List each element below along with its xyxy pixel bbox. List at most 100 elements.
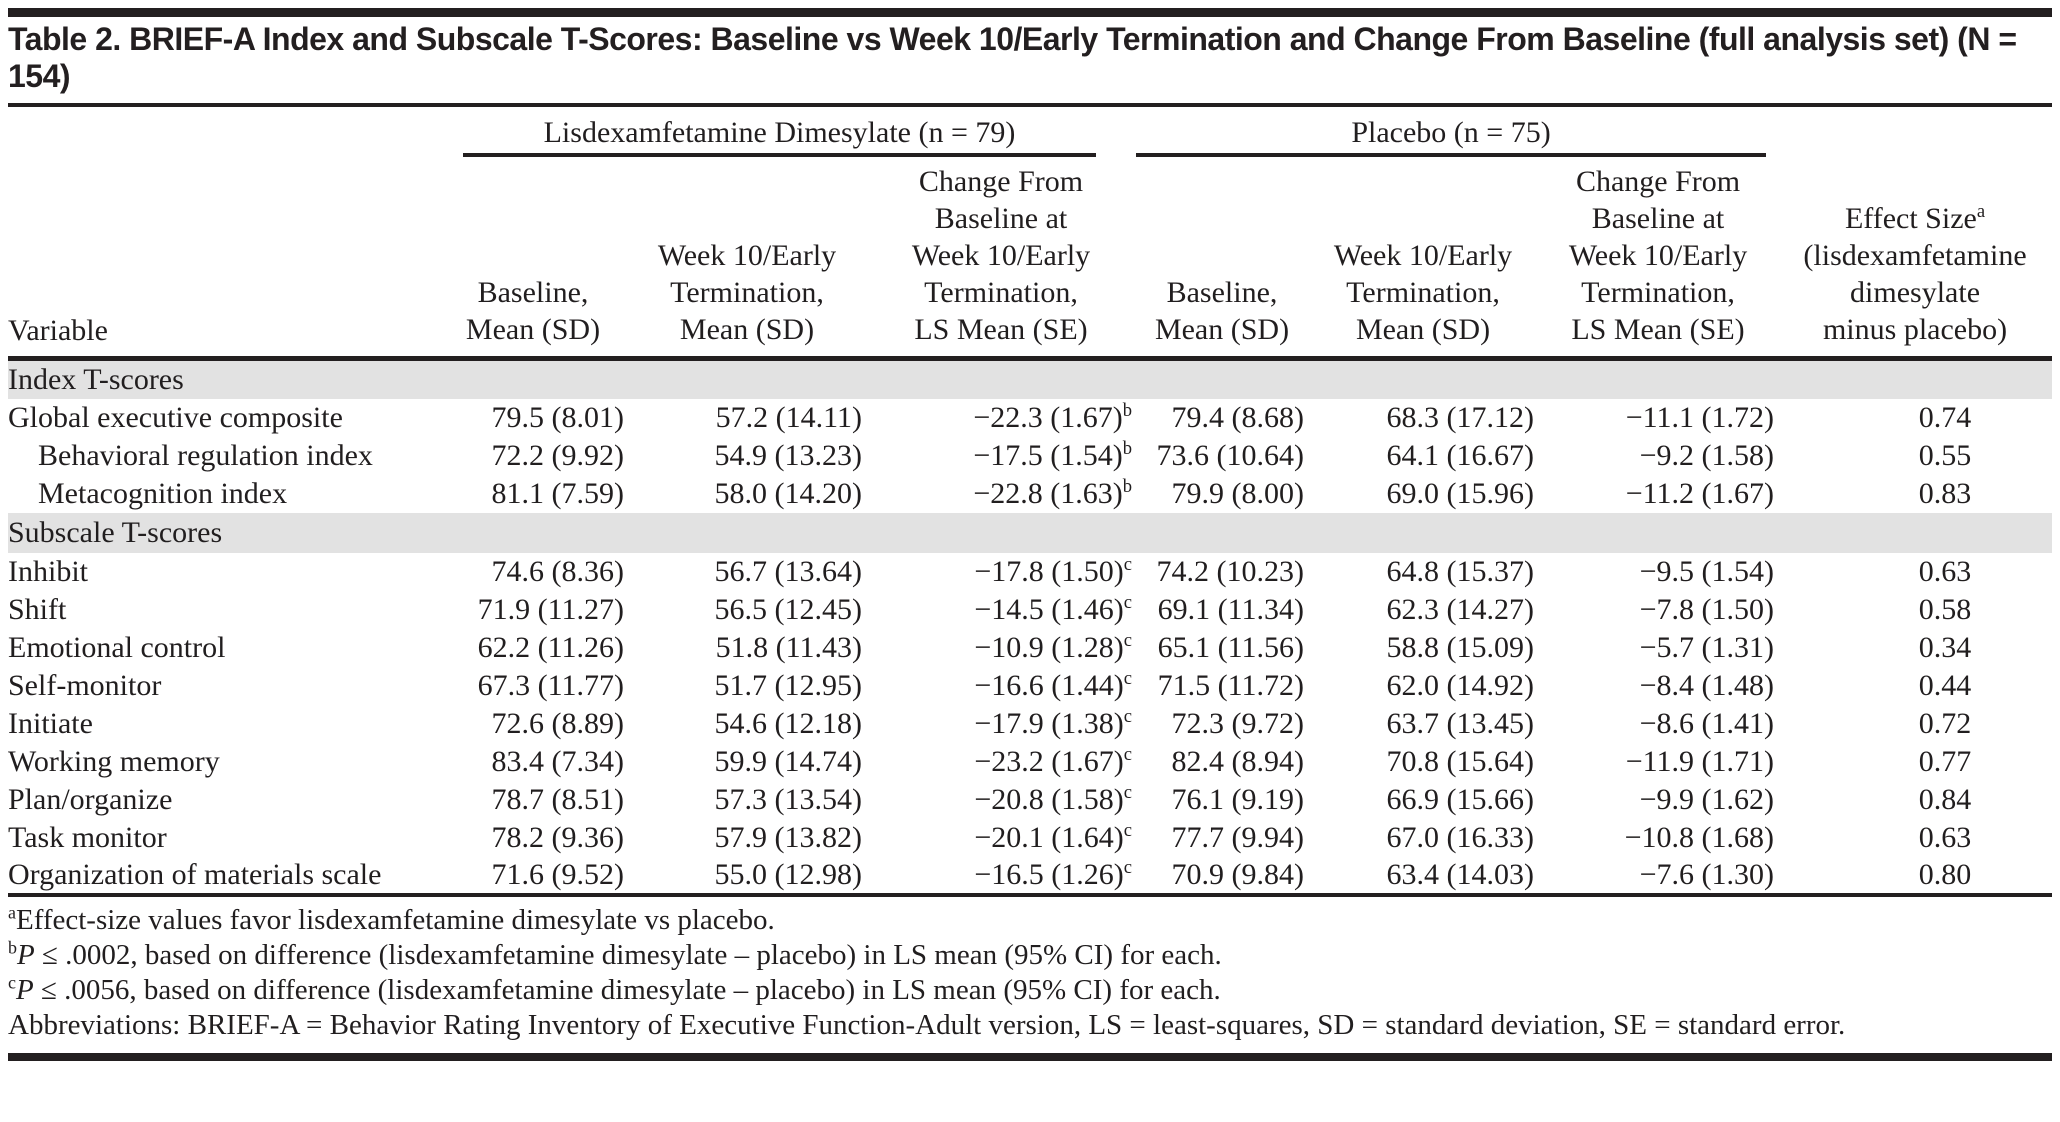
footnote-a-marker: a (1976, 201, 1986, 223)
table-row: Inhibit 74.6 (8.36) 56.7 (13.64) −17.8 (… (8, 553, 2052, 591)
footnote-marker: c (1123, 592, 1133, 614)
table-row: Task monitor 78.2 (9.36) 57.9 (13.82) −2… (8, 819, 2052, 857)
placebo-week10-cell: 63.7 (13.45) (1386, 707, 1535, 741)
placebo-baseline-cell: 69.1 (11.34) (1157, 593, 1305, 627)
ldx-baseline-column-header: Baseline, Mean (SD) (438, 157, 628, 362)
effect-size-cell: 0.44 (1918, 669, 1972, 703)
ldx-change-cell: −16.6 (1.44)c (974, 668, 1133, 703)
ldx-baseline-cell: 71.6 (9.52) (438, 857, 628, 898)
section-header-row: Subscale T-scores (8, 513, 2053, 554)
effect-size-cell: 0.72 (1918, 707, 1972, 741)
variable-cell: Self-monitor (8, 669, 162, 703)
variable-cell: Task monitor (8, 821, 167, 855)
ldx-baseline-cell: 72.2 (9.92) (491, 439, 624, 473)
variable-cell: Plan/organize (8, 783, 173, 817)
ldx-week10-cell: 57.3 (13.54) (714, 783, 862, 817)
lisdexamfetamine-group-label: Lisdexamfetamine Dimesylate (n = 79) (463, 111, 1097, 158)
top-rule (8, 8, 2052, 17)
footnote-marker: c (1123, 744, 1133, 766)
effect-size-cell: 0.63 (1918, 821, 1972, 855)
ldx-week10-cell: 57.9 (13.82) (714, 821, 862, 855)
ldx-change-cell: −16.5 (1.26)c (866, 857, 1137, 898)
placebo-baseline-cell: 79.4 (8.68) (1171, 401, 1305, 435)
variable-column-header: Variable (8, 157, 438, 362)
placebo-change-cell: −7.8 (1.50) (1639, 593, 1775, 627)
placebo-week10-cell: 63.4 (14.03) (1308, 857, 1539, 898)
placebo-change-cell: −8.6 (1.41) (1639, 707, 1775, 741)
variable-cell: Initiate (8, 707, 93, 741)
ldx-change-cell: −17.5 (1.54)b (973, 438, 1133, 473)
placebo-baseline-cell: 70.9 (9.84) (1136, 857, 1309, 898)
variable-cell: Shift (8, 593, 67, 627)
p-value-symbol: P (16, 939, 35, 972)
footnote-marker: b (1122, 476, 1133, 498)
variable-cell: Metacognition index (38, 477, 288, 511)
ldx-week10-column-header: Week 10/Early Termination, Mean (SD) (628, 157, 866, 362)
footnote-marker: c (1123, 782, 1133, 804)
effect-size-cell: 0.84 (1918, 783, 1972, 817)
effect-size-cell: 0.34 (1918, 631, 1972, 665)
variable-cell: Emotional control (8, 631, 226, 665)
placebo-change-cell: −5.7 (1.31) (1639, 631, 1775, 665)
table-row: Shift 71.9 (11.27) 56.5 (12.45) −14.5 (1… (8, 591, 2052, 629)
placebo-week10-cell: 66.9 (15.66) (1386, 783, 1535, 817)
placebo-week10-cell: 64.8 (15.37) (1386, 555, 1535, 589)
p-value-symbol: P (15, 974, 34, 1007)
placebo-change-cell: −10.8 (1.68) (1624, 821, 1775, 855)
ldx-baseline-cell: 67.3 (11.77) (477, 669, 624, 703)
variable-cell: Global executive composite (8, 401, 343, 435)
ldx-week10-cell: 54.6 (12.18) (714, 707, 862, 741)
ldx-week10-cell: 59.9 (14.74) (714, 745, 862, 779)
effect-size-cell: 0.83 (1918, 477, 1972, 511)
ldx-week10-cell: 56.5 (12.45) (714, 593, 862, 627)
variable-cell: Organization of materials scale (8, 857, 438, 898)
placebo-change-cell: −11.9 (1.71) (1625, 745, 1775, 779)
variable-cell: Inhibit (8, 555, 88, 589)
table-row: Metacognition index 81.1 (7.59) 58.0 (14… (8, 475, 2052, 513)
bottom-rule (8, 1053, 2052, 1062)
ldx-week10-cell: 57.2 (14.11) (715, 401, 862, 435)
table-row: Working memory 83.4 (7.34) 59.9 (14.74) … (8, 743, 2052, 781)
effect-size-cell: 0.77 (1918, 745, 1972, 779)
placebo-week10-cell: 58.8 (15.09) (1386, 631, 1535, 665)
effect-size-cell: 0.58 (1918, 593, 1972, 627)
ldx-change-cell: −20.1 (1.64)c (974, 820, 1133, 855)
placebo-change-cell: −11.1 (1.72) (1625, 401, 1775, 435)
placebo-change-cell: −7.6 (1.30) (1538, 857, 1779, 898)
footnote-marker: c (8, 972, 16, 993)
effect-size-header-label: Effect Size (1844, 202, 1977, 236)
placebo-baseline-cell: 79.9 (8.00) (1171, 477, 1305, 511)
ldx-baseline-cell: 74.6 (8.36) (491, 555, 624, 589)
footnote-marker: b (8, 937, 17, 958)
footnote-marker: b (1122, 438, 1133, 460)
treatment-group-header-row: Lisdexamfetamine Dimesylate (n = 79) Pla… (8, 103, 2053, 158)
ldx-baseline-cell: 81.1 (7.59) (491, 477, 624, 511)
ldx-baseline-cell: 71.9 (11.27) (477, 593, 624, 627)
placebo-baseline-cell: 71.5 (11.72) (1157, 669, 1305, 703)
effect-size-cell: 0.55 (1918, 439, 1972, 473)
placebo-change-column-header: Change From Baseline at Week 10/Early Te… (1538, 157, 1779, 362)
footnote-marker: c (1123, 706, 1133, 728)
placebo-change-cell: −9.5 (1.54) (1639, 555, 1775, 589)
placebo-change-cell: −9.2 (1.58) (1639, 439, 1775, 473)
group-header-spacer (1778, 103, 2053, 158)
footnote-marker: c (1123, 857, 1133, 879)
table-title: Table 2. BRIEF-A Index and Subscale T-Sc… (8, 21, 2017, 95)
table-row: Emotional control 62.2 (11.26) 51.8 (11.… (8, 629, 2052, 667)
ldx-week10-cell: 56.7 (13.64) (714, 555, 862, 589)
ldx-baseline-cell: 78.7 (8.51) (491, 783, 624, 817)
placebo-group-header: Placebo (n = 75) (1136, 103, 1779, 158)
column-header-row: Variable Baseline, Mean (SD) Week 10/Ear… (8, 157, 2053, 362)
ldx-baseline-cell: 79.5 (8.01) (491, 401, 624, 435)
placebo-baseline-cell: 74.2 (10.23) (1156, 555, 1305, 589)
placebo-week10-cell: 64.1 (16.67) (1386, 439, 1535, 473)
table-row: Organization of materials scale 71.6 (9.… (8, 857, 2053, 898)
section-header-row: Index T-scores (8, 358, 2053, 400)
placebo-change-cell: −8.4 (1.48) (1639, 669, 1775, 703)
footnote-marker: c (1123, 554, 1133, 576)
placebo-change-cell: −11.2 (1.67) (1625, 477, 1775, 511)
footnote-c: cP ≤ .0056, based on difference (lisdexa… (8, 972, 1221, 1007)
effect-size-cell: 0.80 (1778, 857, 2053, 898)
placebo-week10-cell: 62.3 (14.27) (1386, 593, 1535, 627)
placebo-week10-cell: 67.0 (16.33) (1386, 821, 1535, 855)
